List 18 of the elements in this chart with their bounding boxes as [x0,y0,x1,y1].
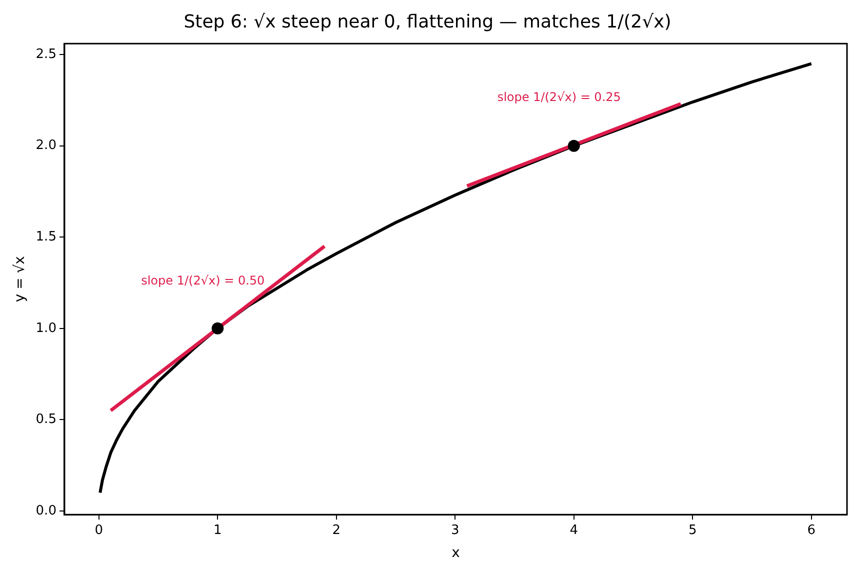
y-tick-label: 1.5 [36,229,56,244]
x-tick-label: 3 [451,522,460,538]
y-tick-label: 0.0 [36,503,56,518]
annotation: slope 1/(2√x) = 0.25 [497,90,621,104]
chart-title: Step 6: √x steep near 0, flattening — matches 1/(2√x) [184,11,672,32]
y-axis-title: y = √x [12,256,28,302]
y-tick-label: 0.5 [36,412,56,428]
x-axis-title: x [452,545,460,562]
x-tick-label: 2 [332,522,341,538]
x-tick-label: 1 [214,522,222,538]
y-tick-label: 2.5 [36,46,56,62]
y-tick-label: 1.0 [36,320,56,336]
x-tick-label: 5 [688,522,697,538]
x-tick-label: 6 [807,522,816,538]
y-tick-label: 2.0 [36,138,56,154]
x-tick-label: 0 [94,522,104,538]
annotation: slope 1/(2√x) = 0.50 [141,274,265,288]
x-tick-label: 4 [570,522,578,538]
